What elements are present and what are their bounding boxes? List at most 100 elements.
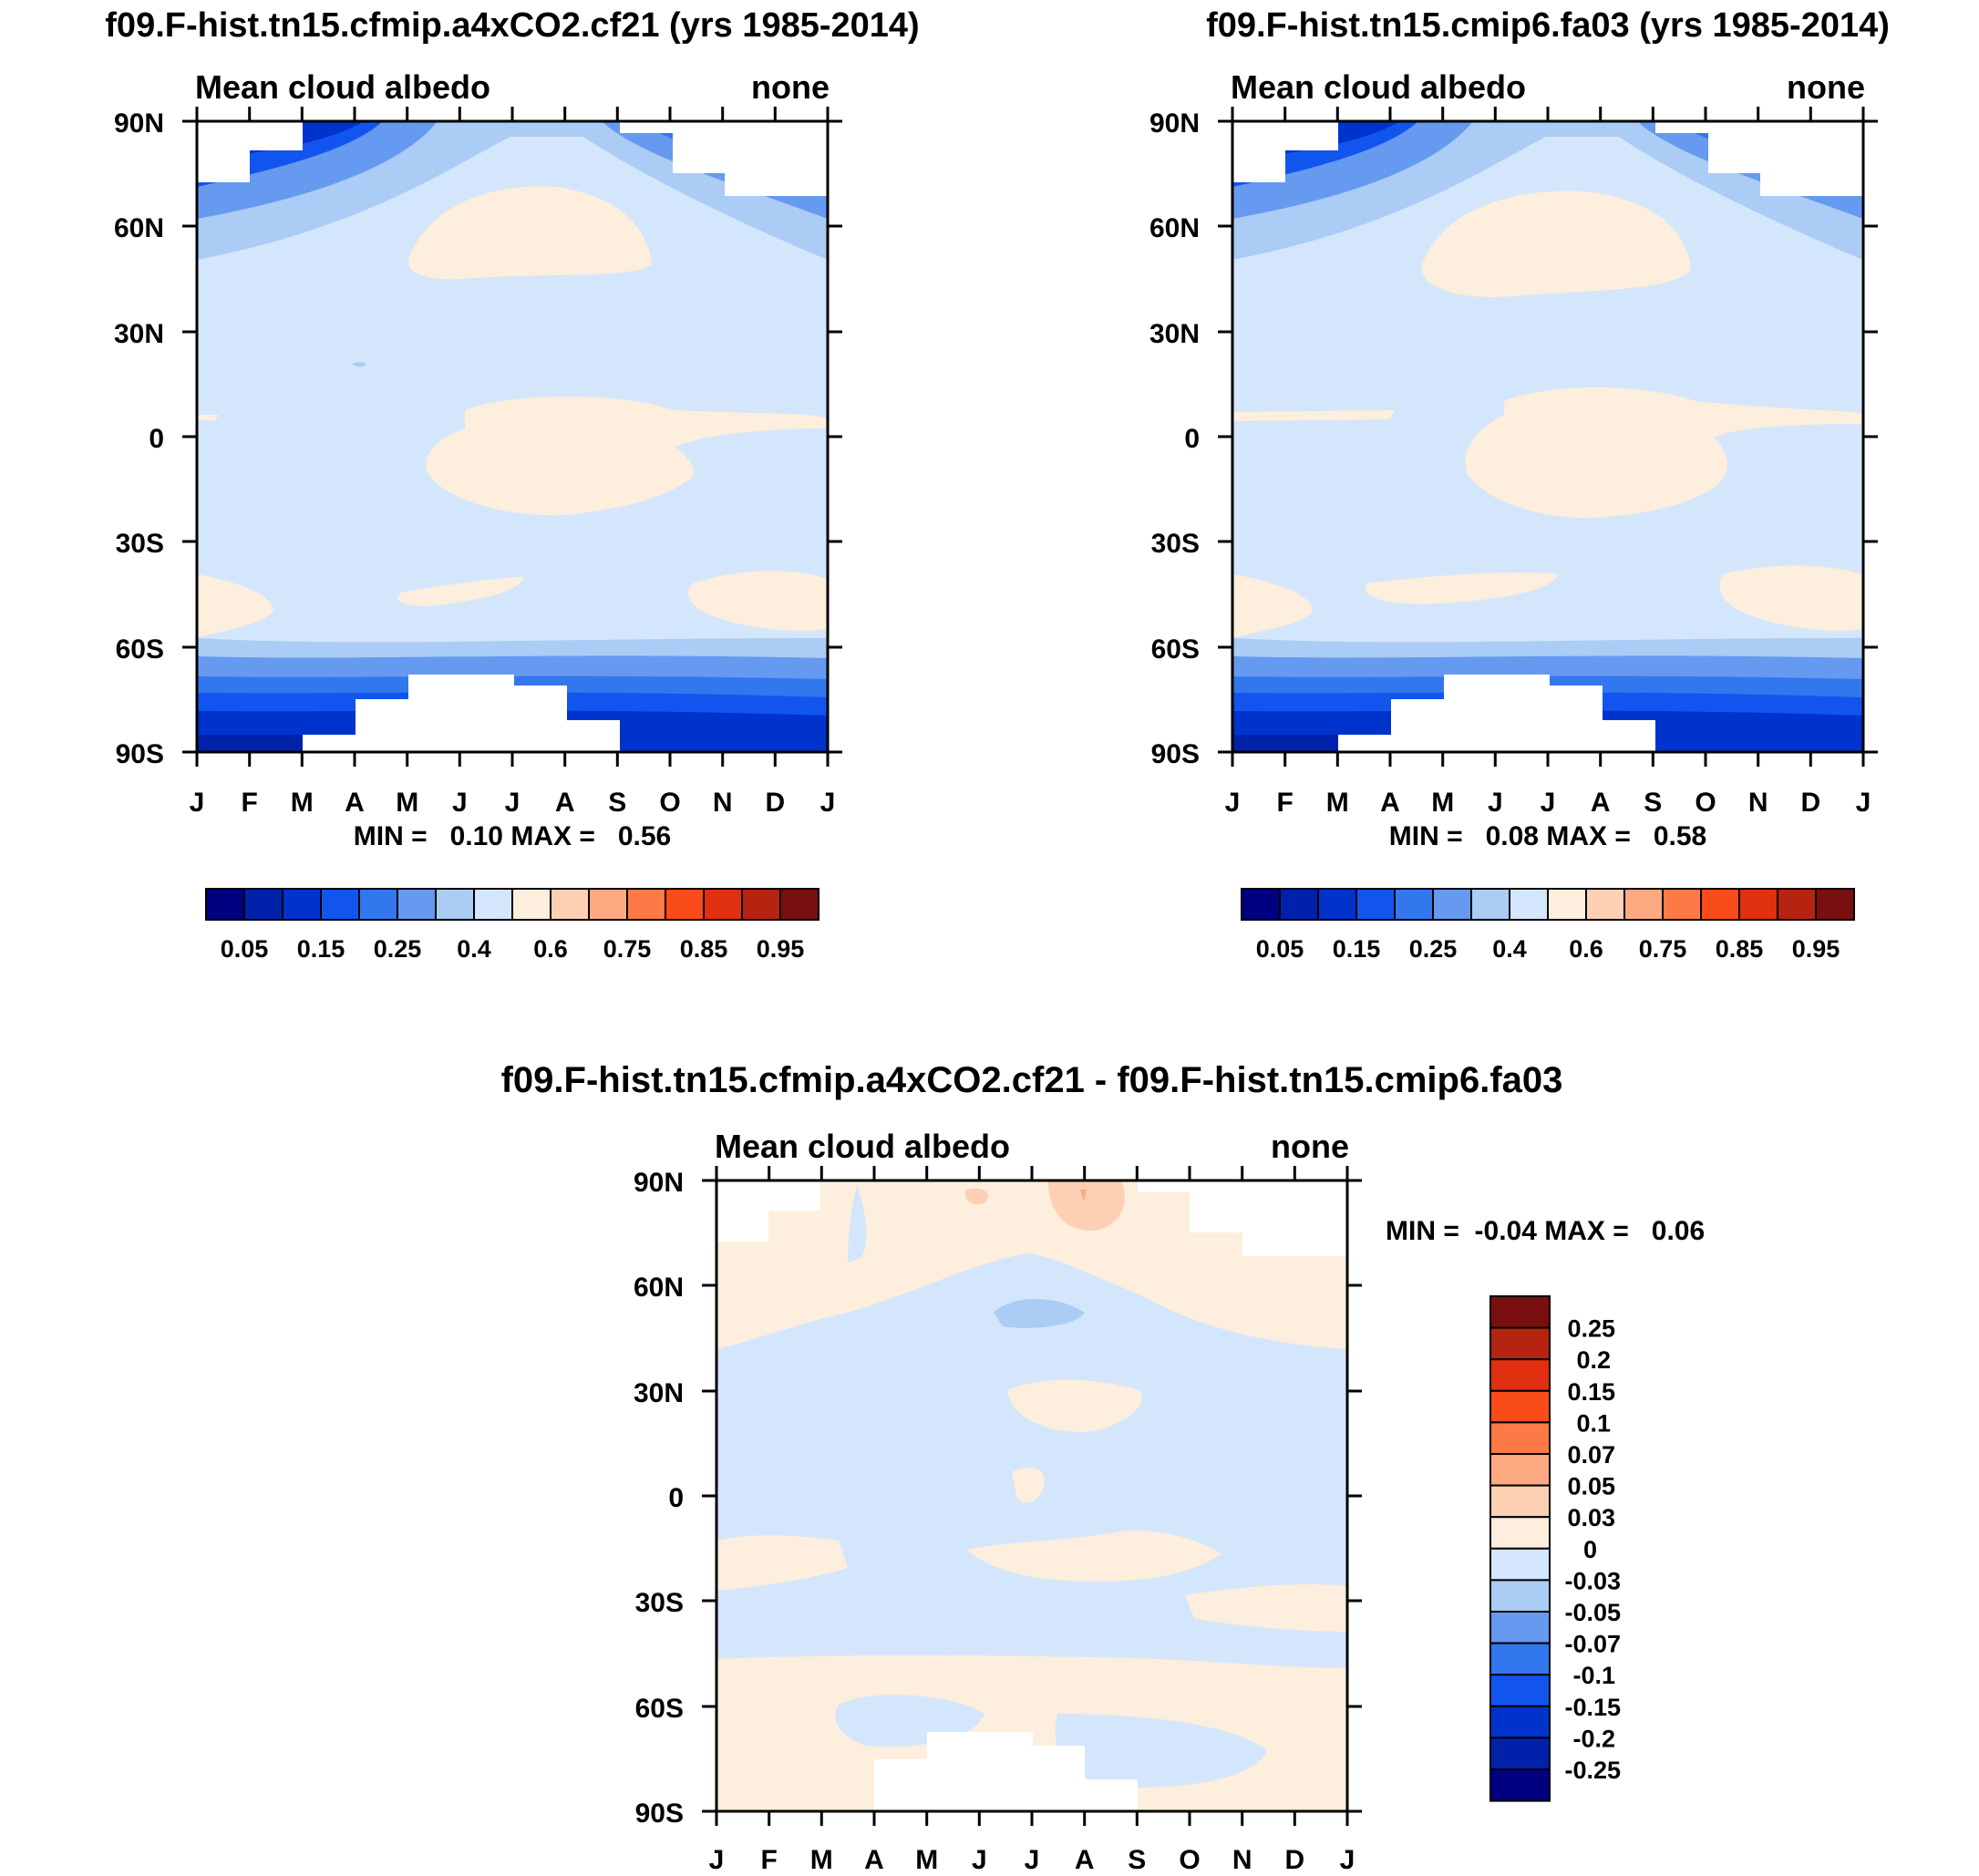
colorbar-box	[1394, 888, 1434, 921]
colorbar-label: -0.1	[1572, 1662, 1615, 1689]
colorbar-box	[703, 888, 743, 921]
panel-difference: f09.F-hist.tn15.cfmip.a4xCO2.cf21 - f09.…	[501, 1060, 1706, 1875]
colorbar-box	[1489, 1642, 1551, 1676]
colorbar-box	[1489, 1453, 1551, 1487]
x-tick-label: D	[1800, 788, 1820, 818]
colorbar-box	[1489, 1768, 1551, 1802]
x-tick-label: J	[452, 788, 468, 818]
y-tick-label: 0	[1184, 424, 1200, 454]
colorbar: 0.05 0.15 0.25 0.4 0.6 0.75 0.85 0.95	[1241, 888, 1855, 963]
colorbar-label: 0.85	[1716, 935, 1764, 963]
colorbar-box	[511, 888, 551, 921]
x-tick-label: S	[608, 788, 626, 818]
colorbar-box	[1738, 888, 1778, 921]
colorbar-label: 0.95	[757, 935, 805, 963]
x-tick-label: F	[761, 1845, 778, 1875]
colorbar-box	[1470, 888, 1510, 921]
units-label: none	[751, 68, 830, 106]
y-axis: 90N 60N 30N 0 30S 60S 90S	[1149, 108, 1878, 769]
contour-field	[716, 1180, 1347, 1811]
x-tick-label: A	[1380, 788, 1400, 818]
colorbar-label: 0.05	[1567, 1473, 1615, 1500]
units-label: none	[1787, 68, 1865, 106]
colorbar-label: 0.6	[533, 935, 568, 963]
colorbar-box	[1241, 888, 1281, 921]
x-tick-label: A	[1075, 1845, 1095, 1875]
y-tick-label: 0	[149, 424, 164, 454]
y-tick-label: 30N	[634, 1378, 684, 1408]
colorbar-label: 0.1	[1576, 1409, 1611, 1437]
panel-cmip6: f09.F-hist.tn15.cmip6.fa03 (yrs 1985-201…	[1149, 6, 1890, 963]
colorbar-box	[1355, 888, 1396, 921]
colorbar-box	[473, 888, 513, 921]
colorbar-box	[1489, 1547, 1551, 1582]
variable-label: Mean cloud albedo	[715, 1128, 1010, 1165]
colorbar-label: 0.05	[221, 935, 269, 963]
y-tick-label: 60N	[634, 1273, 684, 1303]
y-tick-label: 60S	[635, 1694, 684, 1724]
colorbar-box	[1489, 1421, 1551, 1456]
colorbar-label: 0.05	[1256, 935, 1304, 963]
x-tick-label: J	[820, 788, 836, 818]
colorbar-box	[1585, 888, 1625, 921]
colorbar-box	[1489, 1326, 1551, 1361]
x-tick-label: D	[1284, 1845, 1304, 1875]
colorbar-label: -0.25	[1564, 1757, 1621, 1784]
colorbar-box	[1432, 888, 1472, 921]
x-tick-label: M	[810, 1845, 833, 1875]
colorbar-box	[741, 888, 781, 921]
x-tick-label: J	[1225, 788, 1241, 818]
y-tick-label: 90S	[1151, 739, 1200, 769]
x-tick-label: N	[1232, 1845, 1252, 1875]
colorbar-box	[1489, 1516, 1551, 1550]
colorbar-label: 0.15	[1333, 935, 1381, 963]
x-tick-label: A	[864, 1845, 884, 1875]
colorbar-box	[358, 888, 398, 921]
x-tick-label: M	[1431, 788, 1454, 818]
x-tick-label: S	[1644, 788, 1662, 818]
x-tick-label: A	[555, 788, 575, 818]
colorbar-label: 0.25	[1409, 935, 1458, 963]
colorbar-box	[588, 888, 628, 921]
x-tick-label: M	[291, 788, 314, 818]
colorbar-box	[1700, 888, 1740, 921]
y-tick-label: 0	[668, 1483, 684, 1513]
y-tick-label: 90N	[1149, 108, 1200, 139]
y-tick-label: 60N	[114, 213, 164, 243]
colorbar-box	[1489, 1579, 1551, 1613]
colorbar-box	[626, 888, 666, 921]
x-axis: J F M A M J J A S O N D J	[709, 1166, 1355, 1875]
x-tick-label: M	[1326, 788, 1349, 818]
x-tick-label: O	[1179, 1845, 1200, 1875]
colorbar-box	[205, 888, 245, 921]
colorbar-label: -0.2	[1572, 1725, 1615, 1752]
colorbar-label: 0.25	[374, 935, 422, 963]
y-tick-label: 90S	[116, 739, 164, 769]
colorbar-box	[1279, 888, 1319, 921]
min-max-stats: MIN = -0.04 MAX = 0.06	[1386, 1216, 1705, 1246]
x-tick-label: D	[765, 788, 785, 818]
y-tick-label: 90N	[634, 1168, 684, 1198]
x-tick-label: J	[1025, 1845, 1040, 1875]
colorbar-box	[665, 888, 705, 921]
colorbar-label: 0.4	[457, 935, 491, 963]
colorbar-label: 0.15	[297, 935, 345, 963]
colorbar-box	[320, 888, 360, 921]
x-tick-label: J	[1488, 788, 1503, 818]
colorbar-label: 0.07	[1567, 1441, 1615, 1469]
colorbar-box	[1317, 888, 1357, 921]
x-tick-label: O	[1695, 788, 1716, 818]
y-tick-label: 90S	[635, 1799, 684, 1829]
colorbar-label: 0.2	[1576, 1346, 1611, 1374]
colorbar-box	[435, 888, 475, 921]
x-tick-label: J	[505, 788, 521, 818]
colorbar-box	[1662, 888, 1702, 921]
colorbar-box	[1815, 888, 1855, 921]
contour-field	[1232, 121, 1863, 752]
colorbar-box	[1489, 1295, 1551, 1329]
variable-label: Mean cloud albedo	[1231, 68, 1526, 106]
colorbar-label: 0.75	[603, 935, 652, 963]
colorbar-box	[1489, 1484, 1551, 1519]
colorbar-box	[1489, 1674, 1551, 1707]
y-tick-label: 90N	[114, 108, 164, 139]
